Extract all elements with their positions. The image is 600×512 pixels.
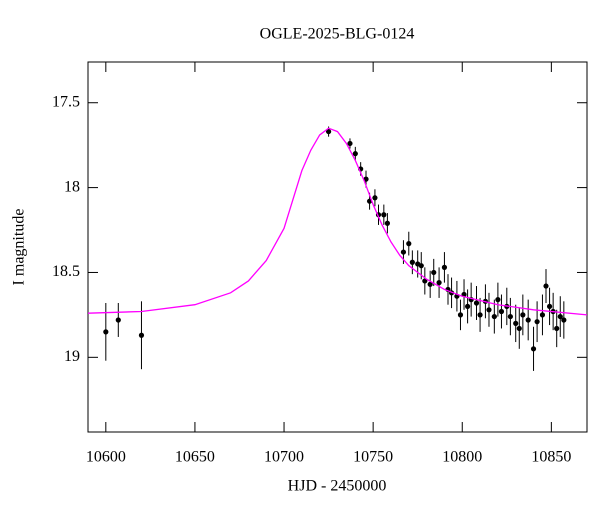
data-point bbox=[491, 313, 497, 320]
data-point bbox=[138, 332, 145, 338]
x-axis-label: HJD - 2450000 bbox=[288, 478, 387, 495]
x-tick-label: 10600 bbox=[86, 449, 126, 466]
data-point bbox=[554, 325, 560, 332]
data-point bbox=[427, 281, 433, 287]
model-curve bbox=[88, 127, 587, 316]
data-point bbox=[464, 303, 471, 310]
plot-frame bbox=[87, 61, 588, 433]
data-point bbox=[498, 308, 505, 315]
data-point bbox=[103, 329, 109, 335]
data-point bbox=[406, 241, 412, 247]
data-point bbox=[352, 151, 358, 157]
data-point bbox=[347, 140, 353, 147]
data-point bbox=[539, 312, 546, 318]
data-point bbox=[436, 280, 442, 286]
data-point bbox=[325, 128, 332, 135]
data-point bbox=[546, 303, 553, 310]
data-point bbox=[418, 263, 424, 269]
y-tick-label: 19 bbox=[64, 348, 80, 365]
x-tick-label: 10800 bbox=[442, 449, 482, 466]
data-point bbox=[557, 313, 563, 320]
data-point bbox=[473, 300, 480, 306]
data-point bbox=[409, 259, 415, 265]
data-point bbox=[495, 297, 501, 303]
data-point bbox=[520, 312, 526, 318]
x-tick-label: 10700 bbox=[264, 449, 304, 466]
data-point bbox=[543, 283, 549, 289]
y-tick-label: 17.5 bbox=[52, 93, 80, 110]
data-point bbox=[561, 317, 567, 323]
data-point bbox=[381, 212, 387, 218]
data-point bbox=[477, 312, 483, 318]
x-tick-label: 10750 bbox=[353, 449, 393, 466]
data-point bbox=[372, 195, 378, 201]
data-point bbox=[530, 346, 537, 352]
data-point bbox=[400, 249, 407, 255]
y-axis-label: I magnitude bbox=[11, 209, 28, 286]
data-point bbox=[384, 220, 390, 226]
data-point bbox=[115, 317, 121, 323]
data-point bbox=[534, 319, 540, 325]
data-point bbox=[486, 307, 492, 313]
data-point bbox=[507, 313, 513, 320]
data-point bbox=[525, 317, 531, 323]
data-point bbox=[516, 325, 522, 332]
x-tick-label: 10850 bbox=[531, 449, 571, 466]
y-tick-label: 18.5 bbox=[52, 263, 80, 280]
data-point bbox=[441, 264, 448, 270]
data-point bbox=[457, 312, 464, 318]
chart-title: OGLE-2025-BLG-0124 bbox=[260, 26, 415, 43]
data-point bbox=[513, 320, 519, 326]
y-tick-label: 18 bbox=[64, 178, 80, 195]
x-tick-label: 10650 bbox=[175, 449, 215, 466]
data-point bbox=[431, 269, 437, 276]
